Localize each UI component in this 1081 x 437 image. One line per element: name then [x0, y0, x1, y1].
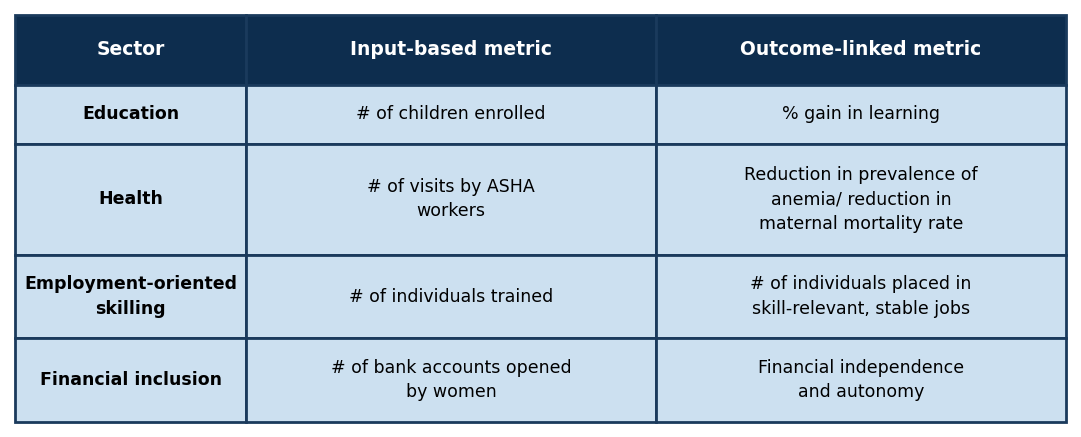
Bar [15, 338, 246, 422]
Text: Employment-oriented
skilling: Employment-oriented skilling [24, 275, 237, 318]
Bar [246, 255, 656, 338]
Text: Financial independence
and autonomy: Financial independence and autonomy [758, 359, 964, 402]
Bar [15, 15, 246, 85]
Bar [656, 15, 1066, 85]
Bar [246, 85, 656, 144]
Text: % gain in learning: % gain in learning [782, 105, 940, 123]
Text: # of individuals placed in
skill-relevant, stable jobs: # of individuals placed in skill-relevan… [750, 275, 972, 318]
Bar [656, 338, 1066, 422]
Bar [15, 85, 246, 144]
Text: Outcome-linked metric: Outcome-linked metric [740, 41, 982, 59]
Bar [246, 338, 656, 422]
Text: Reduction in prevalence of
anemia/ reduction in
maternal mortality rate: Reduction in prevalence of anemia/ reduc… [744, 166, 978, 232]
Text: Education: Education [82, 105, 179, 123]
Bar [246, 144, 656, 255]
Bar [15, 255, 246, 338]
Text: Sector: Sector [96, 41, 165, 59]
Text: # of children enrolled: # of children enrolled [357, 105, 546, 123]
Text: # of bank accounts opened
by women: # of bank accounts opened by women [331, 359, 572, 402]
Text: Input-based metric: Input-based metric [350, 41, 552, 59]
Text: Health: Health [98, 190, 163, 208]
Bar [656, 85, 1066, 144]
Bar [15, 144, 246, 255]
Bar [656, 255, 1066, 338]
Text: # of visits by ASHA
workers: # of visits by ASHA workers [368, 178, 535, 220]
Bar [246, 15, 656, 85]
Text: Financial inclusion: Financial inclusion [40, 371, 222, 389]
Bar [656, 144, 1066, 255]
Text: # of individuals trained: # of individuals trained [349, 288, 553, 305]
